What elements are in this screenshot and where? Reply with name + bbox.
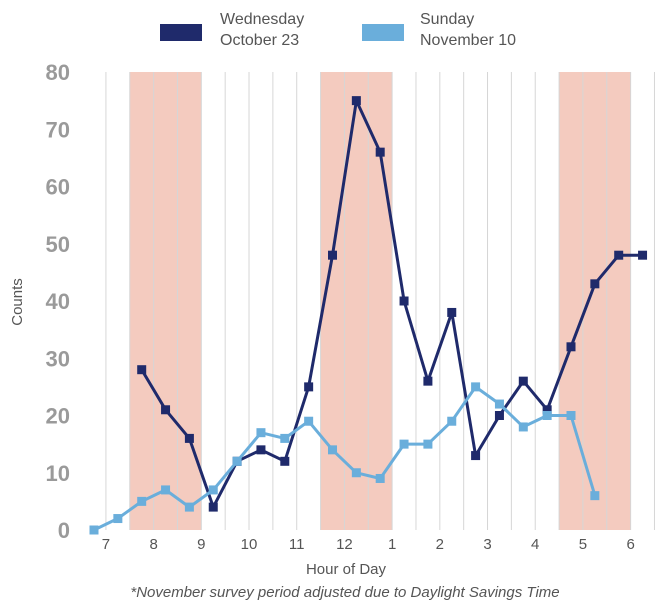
data-point-1-16 <box>471 382 481 392</box>
shaded-period-1 <box>320 72 393 530</box>
x-tick-label-9: 4 <box>531 536 539 553</box>
y-axis-ticks: 0 10 20 30 40 50 60 70 80 <box>46 60 70 543</box>
data-point-1-9 <box>304 416 314 426</box>
data-point-0-16 <box>518 376 528 386</box>
x-tick-label-8: 3 <box>483 536 491 553</box>
data-point-0-17 <box>542 405 552 415</box>
x-tick-label-0: 7 <box>102 536 110 553</box>
data-point-0-7 <box>304 382 314 392</box>
x-axis-label: Hour of Day <box>306 561 387 578</box>
data-point-1-1 <box>113 514 123 524</box>
data-point-1-19 <box>542 411 552 420</box>
data-point-1-12 <box>375 473 385 483</box>
data-point-0-14 <box>471 451 481 461</box>
data-point-0-0 <box>137 365 147 375</box>
data-point-0-20 <box>614 250 624 260</box>
data-point-0-6 <box>280 456 290 466</box>
data-point-0-8 <box>328 250 337 260</box>
y-axis-label: Counts <box>9 278 26 326</box>
data-point-0-13 <box>447 307 457 317</box>
data-point-1-20 <box>566 411 576 420</box>
y-tick-label-0: 0 <box>58 518 70 543</box>
y-tick-label-5: 50 <box>46 232 70 257</box>
data-point-0-3 <box>208 502 218 512</box>
series-layer <box>89 96 648 535</box>
data-point-1-7 <box>256 428 266 438</box>
shaded-periods <box>129 72 631 530</box>
x-tick-label-2: 9 <box>197 536 205 553</box>
legend-label-0-1: October 23 <box>220 32 299 49</box>
data-point-0-11 <box>399 296 409 306</box>
series-1 <box>89 382 600 535</box>
data-point-1-17 <box>494 399 504 409</box>
data-point-1-2 <box>137 496 147 506</box>
x-tick-label-5: 12 <box>336 536 353 553</box>
data-point-1-15 <box>447 416 457 426</box>
data-point-1-14 <box>423 439 433 449</box>
legend-swatch-0 <box>160 24 202 41</box>
vertical-gridlines <box>105 72 655 530</box>
series-line-0 <box>140 99 643 509</box>
legend-label-1-1: November 10 <box>420 32 516 49</box>
y-tick-label-1: 10 <box>46 461 70 486</box>
data-point-1-5 <box>208 485 218 495</box>
data-point-0-1 <box>161 405 171 415</box>
x-tick-label-3: 10 <box>241 536 258 553</box>
series-line-1 <box>93 385 597 532</box>
x-tick-label-11: 6 <box>626 536 634 553</box>
legend: Wednesday October 23 Sunday November 10 <box>160 11 516 49</box>
data-point-1-8 <box>280 433 290 443</box>
data-point-1-3 <box>161 485 171 495</box>
data-point-0-18 <box>566 342 576 352</box>
x-tick-label-4: 11 <box>289 536 305 553</box>
data-point-0-19 <box>590 279 600 289</box>
legend-swatch-1 <box>362 24 404 41</box>
legend-label-1-0: Sunday <box>420 11 474 28</box>
legend-label-0-0: Wednesday <box>220 11 304 28</box>
data-point-0-12 <box>423 376 433 386</box>
data-point-0-9 <box>351 96 361 106</box>
data-point-0-15 <box>494 411 504 420</box>
x-tick-label-1: 8 <box>149 536 157 553</box>
shaded-period-2 <box>559 72 631 530</box>
x-axis-ticks: 7 8 9 10 11 12 1 2 3 4 5 6 <box>102 536 635 553</box>
data-point-0-5 <box>256 445 266 455</box>
shaded-period-0 <box>129 72 202 530</box>
data-point-1-21 <box>590 491 600 501</box>
x-tick-label-6: 1 <box>388 536 396 553</box>
y-tick-label-7: 70 <box>46 117 70 142</box>
y-tick-label-4: 40 <box>46 289 70 314</box>
footnote: *November survey period adjusted due to … <box>130 584 559 601</box>
y-tick-label-8: 80 <box>46 60 70 85</box>
data-point-1-13 <box>399 439 409 449</box>
data-point-1-18 <box>518 422 528 432</box>
y-tick-label-2: 20 <box>46 404 70 429</box>
data-point-1-11 <box>351 468 361 478</box>
x-tick-label-10: 5 <box>579 536 587 553</box>
data-point-1-10 <box>328 445 337 455</box>
data-point-0-10 <box>375 147 385 157</box>
x-tick-label-7: 2 <box>436 536 444 553</box>
data-point-1-6 <box>232 456 242 466</box>
data-point-0-21 <box>638 250 648 260</box>
y-tick-label-6: 60 <box>46 175 70 200</box>
data-point-1-0 <box>89 525 99 535</box>
y-tick-label-3: 30 <box>46 346 70 371</box>
data-point-1-4 <box>184 502 194 512</box>
data-point-0-2 <box>184 433 194 443</box>
